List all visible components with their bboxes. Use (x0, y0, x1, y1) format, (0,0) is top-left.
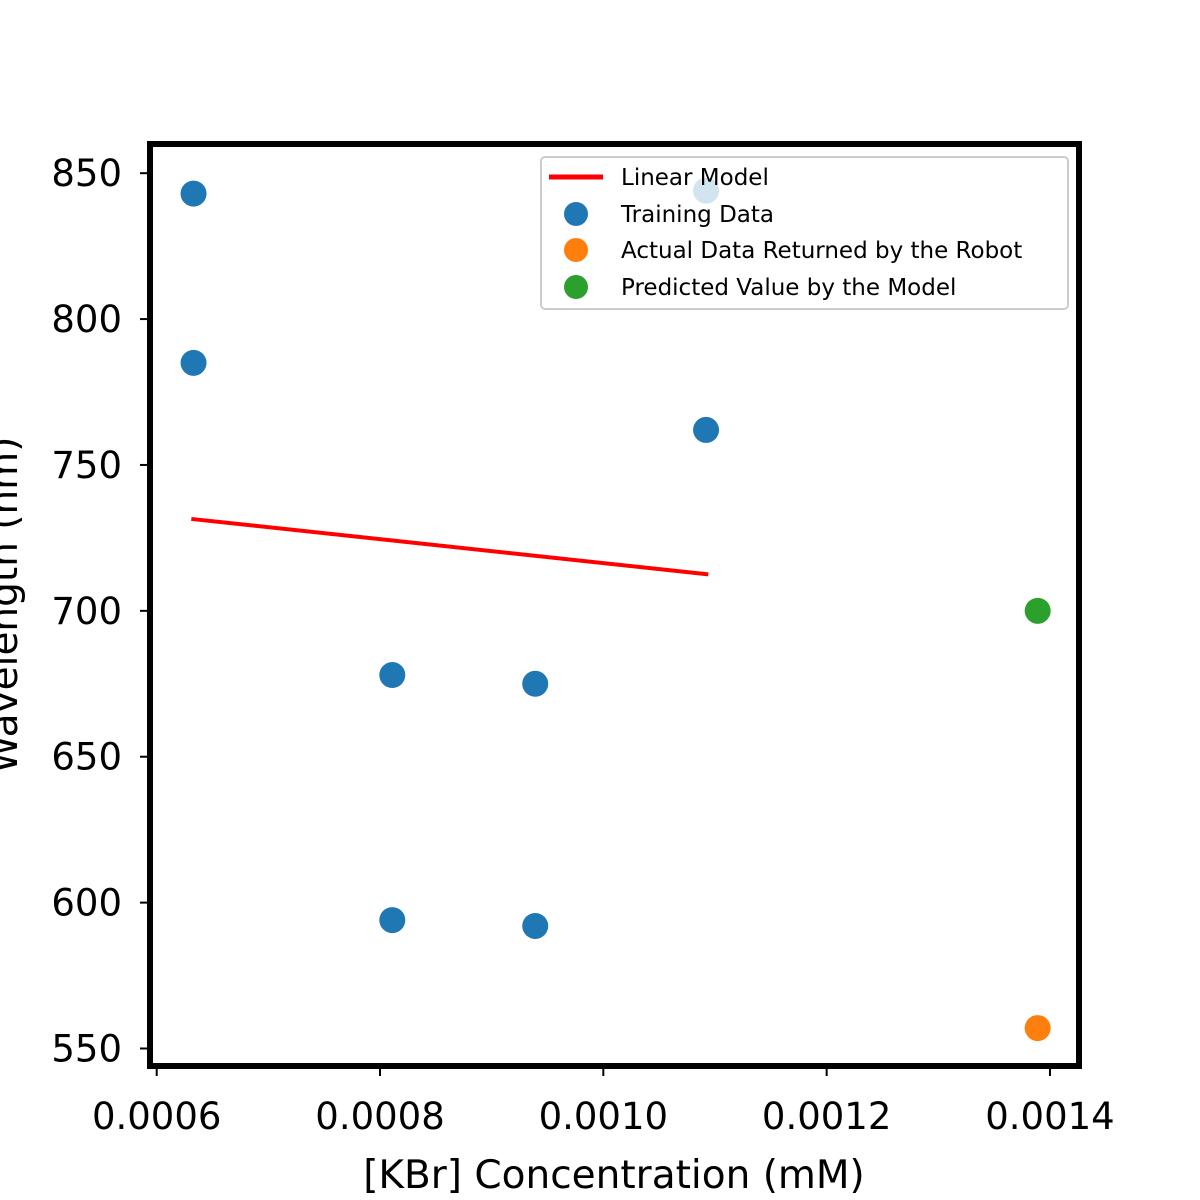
series-line-linear-model (191, 516, 709, 577)
legend-label-training-data: Training Data (620, 202, 774, 228)
x-tick-label: 0.0008 (315, 1095, 444, 1138)
legend-marker-training-data (564, 202, 588, 226)
point-training-data (693, 416, 720, 443)
x-tick-label: 0.0012 (762, 1095, 891, 1138)
legend-label-actual-data: Actual Data Returned by the Robot (621, 238, 1022, 264)
y-tick-label: 750 (51, 444, 122, 487)
plot-layer (180, 177, 1051, 1042)
legend-box (540, 156, 1069, 310)
legend: Linear Model Training Data Actual Data R… (540, 156, 1069, 310)
point-training-data (522, 912, 549, 939)
point-training-data (379, 662, 406, 689)
legend-label-predicted-value: Predicted Value by the Model (621, 275, 956, 301)
y-tick-label: 550 (51, 1027, 122, 1070)
x-axis-label: [KBr] Concentration (mM) (363, 1153, 865, 1198)
legend-marker-actual-data (564, 238, 588, 262)
y-tick-label: 800 (51, 298, 122, 341)
point-training-data (180, 349, 207, 376)
y-tick-label: 850 (51, 152, 122, 195)
ticks-layer: 0.0006 0.0008 0.0010 0.0012 0.0014 550 600 650 7… (51, 152, 1114, 1138)
x-tick-label: 0.0014 (985, 1095, 1114, 1138)
x-tick-label: 0.0010 (539, 1095, 668, 1138)
y-tick-label: 700 (51, 590, 122, 633)
x-tick-label: 0.0006 (92, 1095, 221, 1138)
plot-frame (147, 141, 1082, 1069)
point-actual-data-returned-by-the-robot (1024, 1015, 1051, 1042)
y-axis-label: Wavelength (nm) (0, 437, 27, 774)
point-training-data (180, 180, 207, 207)
point-training-data (379, 907, 406, 934)
point-training-data (522, 670, 549, 697)
legend-label-linear-model: Linear Model (621, 165, 769, 191)
y-tick-label: 650 (51, 736, 122, 779)
y-tick-label: 600 (51, 882, 122, 925)
legend-marker-predicted-value (564, 275, 588, 299)
point-predicted-value-by-the-model (1024, 597, 1051, 624)
